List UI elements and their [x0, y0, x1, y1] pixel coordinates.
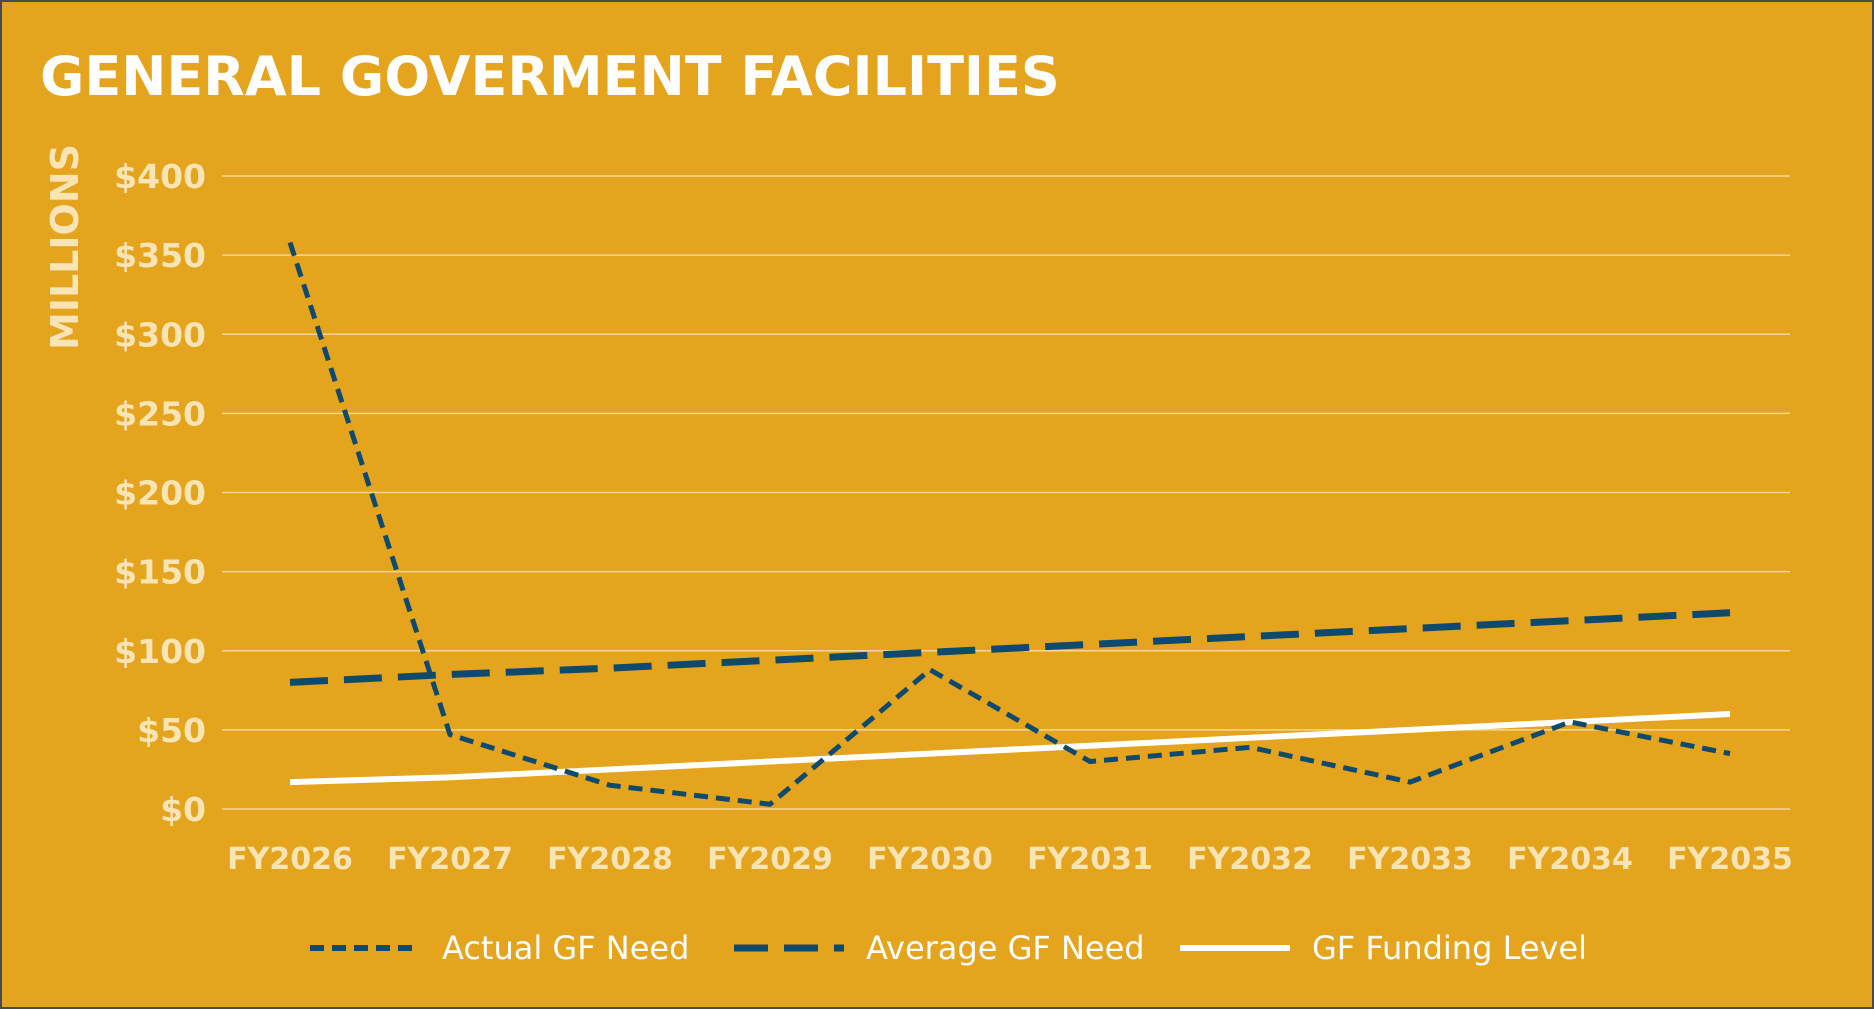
x-tick-label: FY2031	[1027, 842, 1153, 877]
y-tick-label: $100	[114, 632, 206, 671]
y-tick-label: $300	[114, 315, 206, 354]
gridlines	[222, 175, 1790, 810]
y-tick-label: $250	[114, 394, 206, 433]
y-tick-label: $0	[160, 790, 206, 829]
x-tick-label: FY2030	[867, 842, 993, 877]
x-tick-label: FY2028	[547, 842, 673, 877]
legend-label: GF Funding Level	[1312, 929, 1587, 967]
series-lines	[287, 241, 1731, 807]
series-line-average-gf-need	[289, 609, 1731, 686]
legend-label: Actual GF Need	[442, 929, 689, 967]
series-line-gf-funding-level	[289, 711, 1731, 786]
x-axis-ticks: FY2026 FY2027 FY2028 FY2029 FY2030 FY2031 FY20…	[227, 842, 1793, 877]
y-tick-label: $350	[114, 236, 206, 275]
x-tick-label: FY2035	[1667, 842, 1793, 877]
x-tick-label: FY2027	[387, 842, 513, 877]
x-tick-label: FY2032	[1187, 842, 1313, 877]
x-tick-label: FY2029	[707, 842, 833, 877]
legend-label: Average GF Need	[866, 929, 1145, 967]
x-tick-label: FY2033	[1347, 842, 1473, 877]
y-tick-label: $50	[137, 711, 206, 750]
y-axis-label: MILLIONS	[43, 144, 87, 350]
x-tick-label: FY2034	[1507, 842, 1633, 877]
legend: Actual GF Need Average GF Need GF Funding …	[310, 929, 1587, 967]
y-tick-label: $200	[114, 474, 206, 513]
chart-title: GENERAL GOVERMENT FACILITIES	[40, 45, 1060, 108]
x-tick-label: FY2026	[227, 842, 353, 877]
y-axis-ticks: $0 $50 $100 $150 $200 $250 $300 $350 $400	[114, 157, 206, 829]
series-line-actual-gf-need	[287, 241, 1731, 807]
y-tick-label: $400	[114, 157, 206, 196]
y-tick-label: $150	[114, 553, 206, 592]
